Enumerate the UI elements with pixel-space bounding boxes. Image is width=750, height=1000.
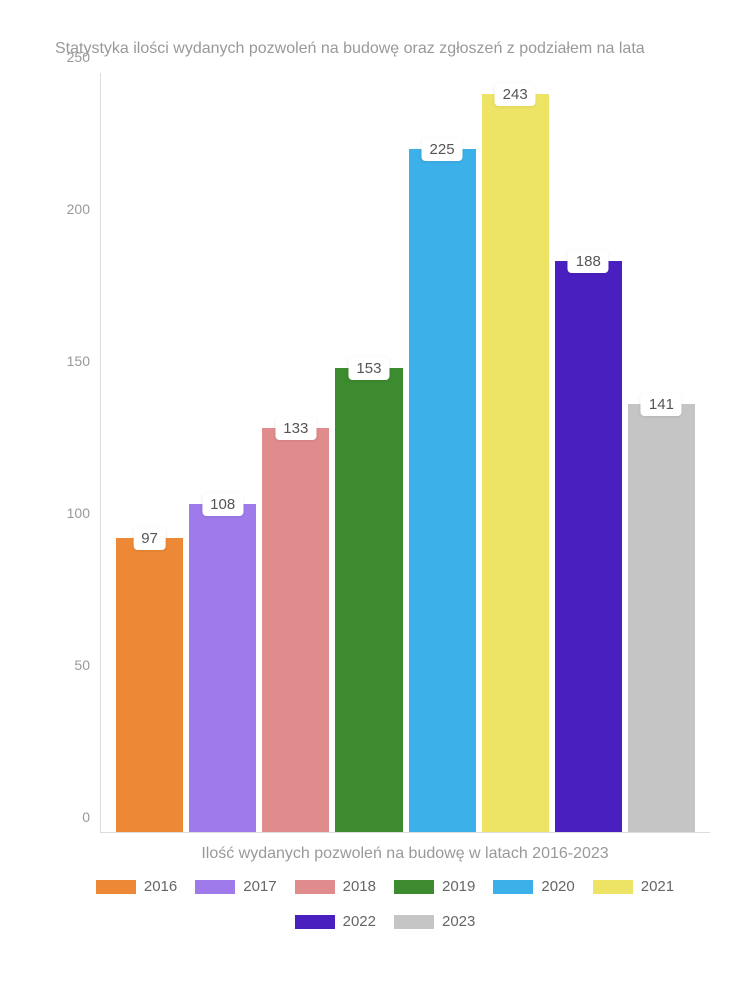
bar-wrap: 108 <box>189 73 256 832</box>
legend-label: 2020 <box>541 878 574 895</box>
y-axis-tick: 250 <box>50 49 90 65</box>
legend-swatch <box>493 880 533 894</box>
plot-area: 050100150200250 97108133153225243188141 <box>100 73 710 833</box>
legend-item-2022: 2022 <box>295 913 376 930</box>
legend: 2016 2017 2018 2019 2020 2021 2022 2023 <box>60 878 710 930</box>
legend-swatch <box>394 915 434 929</box>
legend-label: 2021 <box>641 878 674 895</box>
y-axis-tick: 0 <box>50 809 90 825</box>
bar-value-label: 188 <box>568 250 609 273</box>
bar-wrap: 97 <box>116 73 183 832</box>
legend-swatch <box>295 880 335 894</box>
bar-value-label: 133 <box>275 417 316 440</box>
legend-item-2019: 2019 <box>394 878 475 895</box>
legend-label: 2017 <box>243 878 276 895</box>
legend-label: 2022 <box>343 913 376 930</box>
bar-2022 <box>555 261 622 832</box>
legend-swatch <box>593 880 633 894</box>
bar-2020 <box>409 149 476 832</box>
legend-swatch <box>96 880 136 894</box>
bar-value-label: 243 <box>495 83 536 106</box>
bar-2016 <box>116 538 183 832</box>
bar-2019 <box>335 368 402 833</box>
y-axis-tick: 100 <box>50 505 90 521</box>
legend-item-2018: 2018 <box>295 878 376 895</box>
bar-wrap: 225 <box>409 73 476 832</box>
bar-wrap: 153 <box>335 73 402 832</box>
bar-value-label: 225 <box>422 138 463 161</box>
bar-wrap: 243 <box>482 73 549 832</box>
x-axis-label: Ilość wydanych pozwoleń na budowę w lata… <box>100 845 710 863</box>
bar-2017 <box>189 504 256 832</box>
y-axis-tick: 50 <box>50 657 90 673</box>
chart-title: Statystyka ilości wydanych pozwoleń na b… <box>55 40 730 58</box>
legend-label: 2023 <box>442 913 475 930</box>
legend-item-2020: 2020 <box>493 878 574 895</box>
bar-wrap: 188 <box>555 73 622 832</box>
legend-item-2021: 2021 <box>593 878 674 895</box>
bar-value-label: 108 <box>202 493 243 516</box>
legend-label: 2016 <box>144 878 177 895</box>
legend-swatch <box>394 880 434 894</box>
legend-label: 2019 <box>442 878 475 895</box>
bar-value-label: 153 <box>348 357 389 380</box>
bar-2023 <box>628 404 695 832</box>
bars-area: 97 108 133 153 225 243 188 141 <box>100 73 710 833</box>
bar-2021 <box>482 94 549 832</box>
y-axis-tick: 150 <box>50 353 90 369</box>
y-axis-tick: 200 <box>50 201 90 217</box>
bar-value-label: 141 <box>641 393 682 416</box>
legend-label: 2018 <box>343 878 376 895</box>
legend-swatch <box>195 880 235 894</box>
bar-wrap: 141 <box>628 73 695 832</box>
bar-value-label: 97 <box>133 527 166 550</box>
legend-swatch <box>295 915 335 929</box>
chart-container: Statystyka ilości wydanych pozwoleń na b… <box>0 0 750 1000</box>
bar-wrap: 133 <box>262 73 329 832</box>
legend-item-2016: 2016 <box>96 878 177 895</box>
legend-item-2017: 2017 <box>195 878 276 895</box>
legend-item-2023: 2023 <box>394 913 475 930</box>
bar-2018 <box>262 428 329 832</box>
